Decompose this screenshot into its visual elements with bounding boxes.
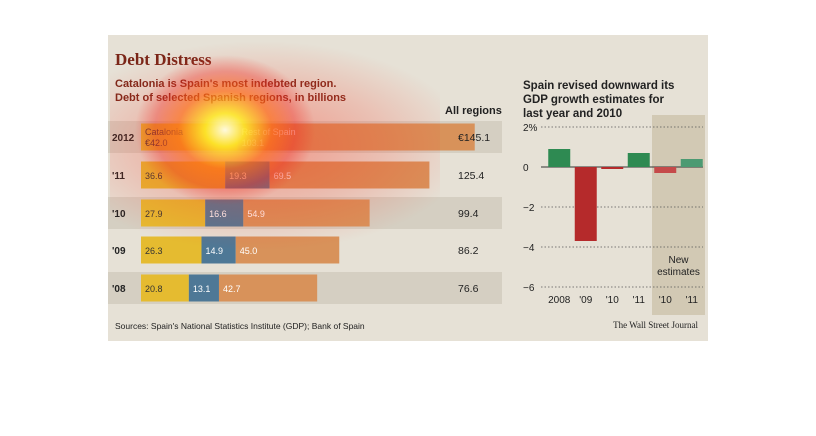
all-regions-header: All regions — [445, 105, 502, 117]
data-label: 36.6 — [145, 171, 163, 181]
total-label: 76.6 — [458, 283, 479, 295]
data-label: 42.7 — [223, 284, 241, 294]
total-label: 125.4 — [458, 170, 484, 182]
category-label: '11 — [112, 171, 125, 182]
estimate-band — [652, 115, 705, 315]
data-label: 16.6 — [209, 209, 227, 219]
total-label: €145.1 — [458, 132, 490, 144]
total-label: 86.2 — [458, 245, 479, 257]
y-tick-label: −2 — [523, 203, 535, 214]
data-label: 26.3 — [145, 246, 163, 256]
y-tick-label: −4 — [523, 243, 535, 254]
data-label: 19.3 — [229, 171, 247, 181]
category-label: 2012 — [112, 133, 135, 144]
gdp-bar — [680, 159, 703, 167]
y-tick-label: 0 — [523, 163, 529, 174]
data-label: 54.9 — [247, 209, 265, 219]
category-label: '09 — [112, 246, 126, 257]
sources-note: Sources: Spain's National Statistics Ins… — [115, 321, 365, 331]
publisher-credit: The Wall Street Journal — [613, 320, 698, 330]
y-tick-label: −6 — [523, 283, 535, 294]
x-tick-label: '11 — [686, 295, 699, 306]
x-tick-label: '09 — [579, 295, 592, 306]
chart-panel: Debt Distress Catalonia is Spain's most … — [108, 35, 708, 341]
data-label: 69.5 — [274, 171, 292, 181]
legend-label: Rest of Spain — [242, 127, 296, 137]
gdp-title-line-3: last year and 2010 — [523, 108, 623, 120]
gdp-chart-title: Spain revised downward its GDP growth es… — [523, 79, 674, 121]
data-label: 14.9 — [205, 246, 223, 256]
annotation-new: New — [668, 255, 689, 266]
gdp-bar — [574, 167, 597, 241]
gdp-bar — [627, 153, 650, 167]
data-label: 103.1 — [242, 138, 265, 148]
data-label: 27.9 — [145, 209, 163, 219]
bar-segment — [188, 274, 219, 302]
data-label: 20.8 — [145, 284, 163, 294]
data-label: 13.1 — [193, 284, 211, 294]
y-tick-label: 2% — [523, 123, 538, 134]
bar-segment — [141, 274, 189, 302]
x-tick-label: '11 — [633, 295, 646, 306]
x-tick-label: '10 — [606, 295, 619, 306]
annotation-estimates: estimates — [657, 267, 700, 278]
bar-segment — [269, 161, 430, 189]
gdp-bar — [548, 149, 571, 167]
total-label: 99.4 — [458, 208, 479, 220]
data-label: €42.0 — [145, 138, 168, 148]
gdp-title-line-1: Spain revised downward its — [523, 80, 675, 92]
gdp-bar — [654, 167, 677, 173]
legend-label: Catalonia — [145, 127, 183, 137]
gdp-title-line-2: GDP growth estimates for — [523, 94, 665, 106]
x-tick-label: 2008 — [548, 295, 571, 306]
gdp-bar — [601, 167, 624, 169]
category-label: '08 — [112, 284, 126, 295]
bar-segment — [218, 274, 318, 302]
data-label: 45.0 — [240, 246, 258, 256]
x-tick-label: '10 — [659, 295, 672, 306]
category-label: '10 — [112, 209, 126, 220]
